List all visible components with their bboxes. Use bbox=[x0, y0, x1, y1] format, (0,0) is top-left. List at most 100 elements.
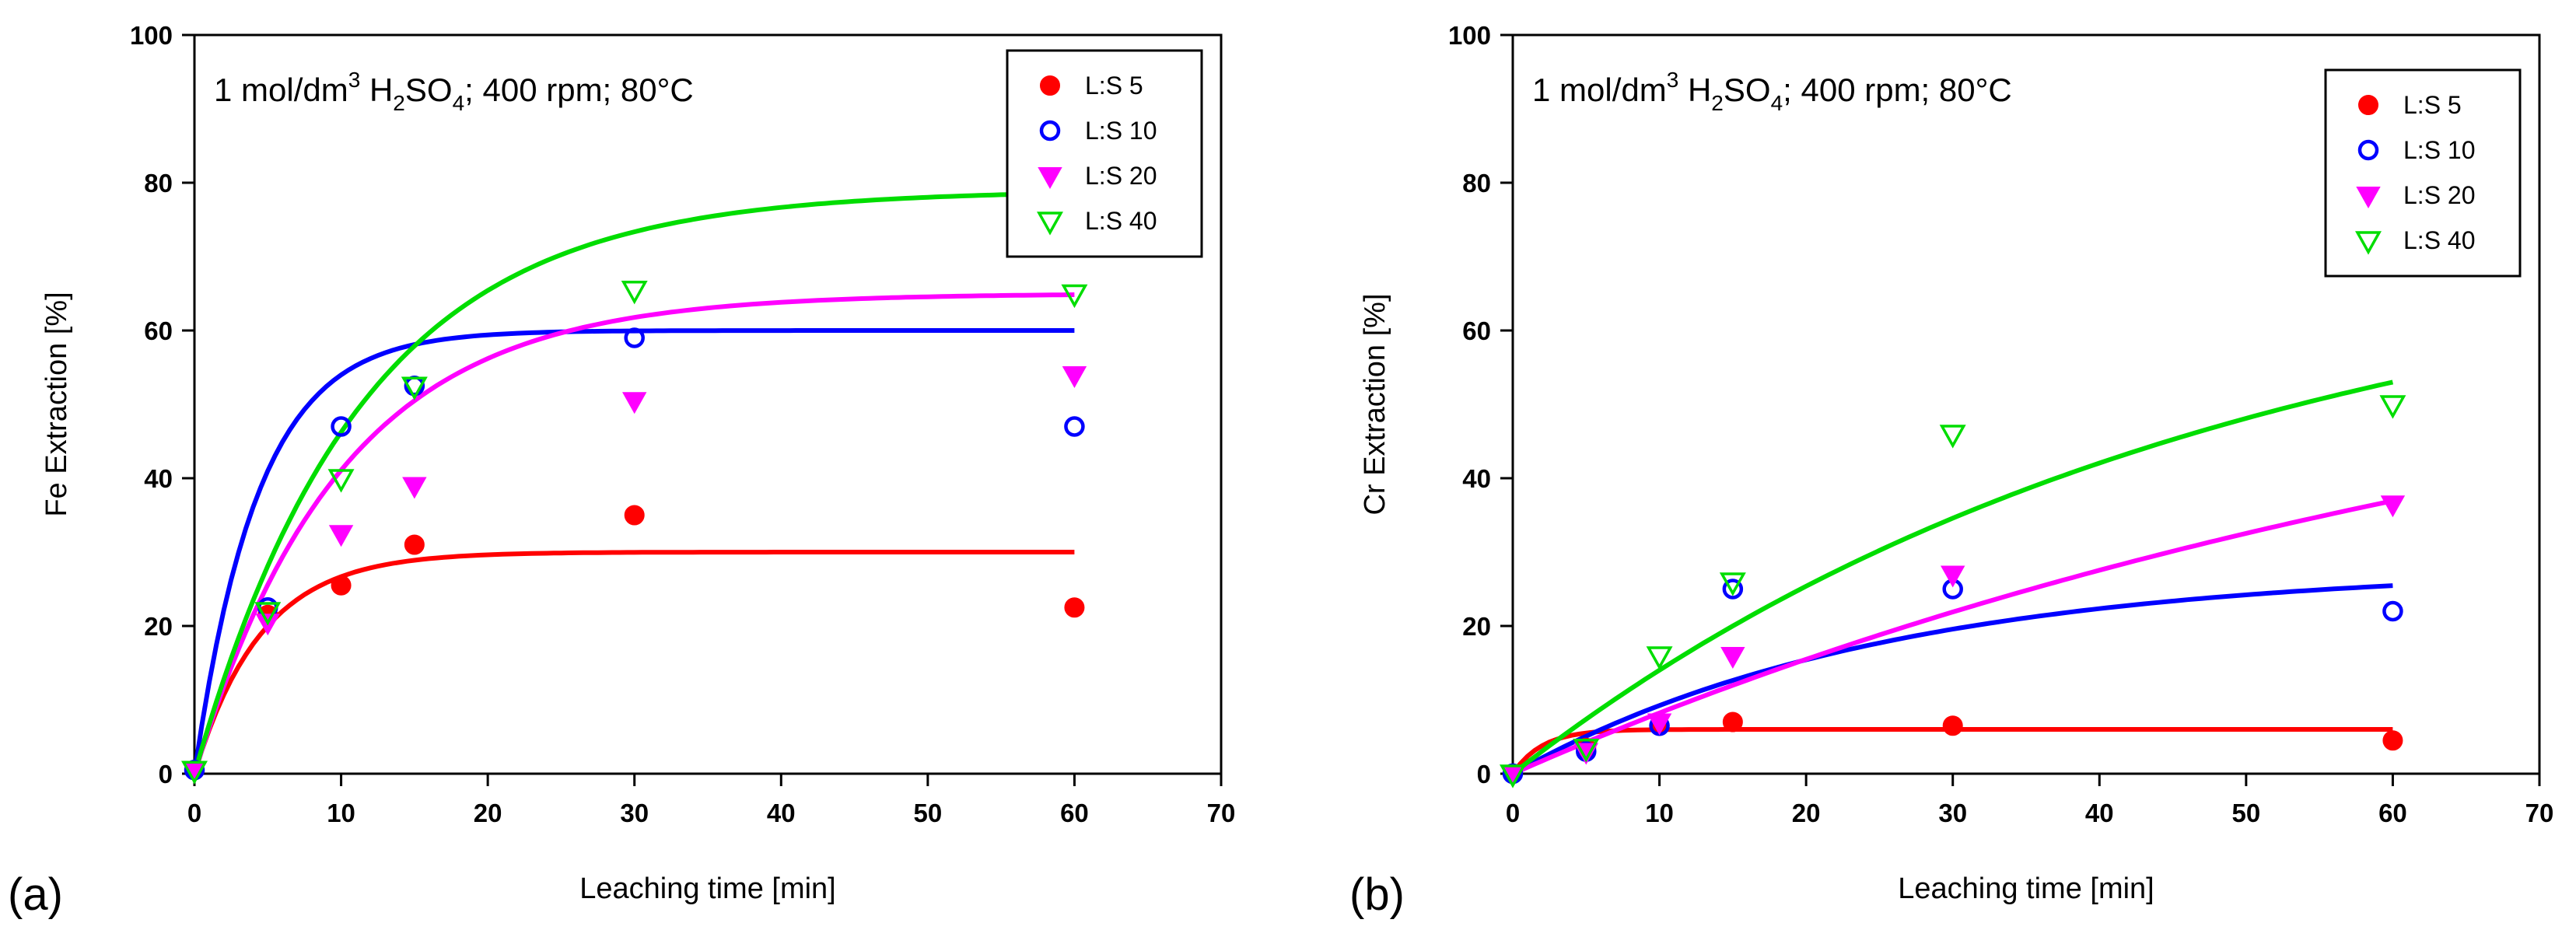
y-tick-label: 0 bbox=[1477, 760, 1491, 788]
legend-marker bbox=[2355, 231, 2382, 255]
fit-curve-l-s-10 bbox=[1511, 583, 2393, 776]
data-point-l-s-20 bbox=[622, 392, 647, 414]
x-tick-label: 40 bbox=[767, 799, 796, 827]
condition-annotation: 1 mol/dm3 H2SO4; 400 rpm; 80°C bbox=[214, 68, 694, 115]
legend: L:S 5 L:S 10 L:S 20 L:S 40 bbox=[2324, 68, 2522, 278]
legend-label: L:S 10 bbox=[1085, 117, 1157, 145]
legend-label: L:S 20 bbox=[1085, 162, 1157, 190]
x-tick-label: 20 bbox=[474, 799, 502, 827]
x-tick-label: 10 bbox=[1645, 799, 1674, 827]
x-tick-label: 10 bbox=[327, 799, 355, 827]
legend-label: L:S 5 bbox=[2403, 91, 2462, 119]
data-point-l-s-5 bbox=[404, 534, 425, 555]
data-point-l-s-20 bbox=[402, 477, 427, 499]
y-tick-label: 100 bbox=[1448, 21, 1491, 50]
x-tick-label: 0 bbox=[187, 799, 201, 827]
x-axis-title: Leaching time [min] bbox=[1898, 872, 2154, 905]
legend-marker bbox=[1039, 120, 1061, 142]
panel-label-b: (b) bbox=[1349, 869, 1405, 920]
data-point-l-s-20 bbox=[1941, 565, 1965, 588]
annotation-suffix: ; 400 rpm; 80°C bbox=[1783, 72, 2012, 108]
data-point-l-s-10 bbox=[331, 416, 352, 437]
x-tick-label: 60 bbox=[1060, 799, 1089, 827]
data-point-l-s-20 bbox=[1062, 366, 1087, 389]
annotation-reagent-h: H bbox=[1678, 72, 1711, 108]
legend-box bbox=[1006, 49, 1203, 258]
x-tick-label: 20 bbox=[1792, 799, 1821, 827]
x-tick-label: 70 bbox=[2525, 799, 2554, 827]
data-point-l-s-5 bbox=[2382, 730, 2403, 751]
fit-curve-l-s-20 bbox=[1511, 498, 2394, 776]
data-point-l-s-5 bbox=[331, 575, 352, 596]
data-point-l-s-20 bbox=[1647, 713, 1672, 736]
data-point-l-s-40 bbox=[1500, 764, 1526, 788]
legend-marker bbox=[2356, 187, 2381, 209]
data-point-l-s-10 bbox=[2382, 600, 2403, 622]
data-point-l-s-20 bbox=[2380, 495, 2406, 518]
y-tick-label: 60 bbox=[144, 316, 173, 345]
legend-label: L:S 10 bbox=[2403, 136, 2476, 164]
annotation-subscript-2: 2 bbox=[393, 91, 405, 115]
data-point-l-s-10 bbox=[1722, 579, 1744, 600]
x-tick-label: 50 bbox=[2231, 799, 2260, 827]
x-tick-label: 40 bbox=[2085, 799, 2114, 827]
annotation-prefix: 1 mol/dm bbox=[1532, 72, 1667, 108]
data-point-l-s-40 bbox=[2379, 395, 2406, 419]
legend-marker bbox=[1040, 75, 1060, 96]
data-point-l-s-40 bbox=[1573, 739, 1600, 763]
annotation-reagent-so: SO bbox=[1724, 72, 1771, 108]
data-point-l-s-20 bbox=[1720, 647, 1745, 670]
fit-curve-l-s-40 bbox=[1511, 379, 2394, 776]
data-point-l-s-40 bbox=[1719, 572, 1746, 596]
legend-marker bbox=[2357, 139, 2379, 161]
x-tick-label: 30 bbox=[1938, 799, 1967, 827]
data-point-l-s-10 bbox=[1064, 416, 1085, 437]
fit-curve-l-s-5 bbox=[1510, 727, 2393, 775]
y-tick-label: 20 bbox=[144, 612, 173, 641]
x-tick-label: 60 bbox=[2378, 799, 2407, 827]
annotation-reagent-h: H bbox=[360, 72, 393, 108]
plot-frame bbox=[1511, 33, 2541, 775]
y-tick-label: 60 bbox=[1462, 316, 1491, 345]
annotation-suffix: ; 400 rpm; 80°C bbox=[464, 72, 694, 108]
fit-curve-l-s-40 bbox=[192, 191, 1075, 774]
annotation-reagent-so: SO bbox=[405, 72, 453, 108]
chart-fe-extraction: 0 10 20 30 40 50 60 70 0 20 40 60 80 100 Leaching time… bbox=[40, 21, 1235, 905]
data-point-l-s-5 bbox=[624, 505, 645, 526]
data-point-l-s-5 bbox=[1722, 711, 1743, 732]
legend: L:S 5 L:S 10 L:S 20 L:S 40 bbox=[1006, 49, 1203, 258]
legend-label: L:S 5 bbox=[1085, 72, 1143, 100]
data-point-l-s-5 bbox=[1064, 597, 1085, 618]
annotation-superscript: 3 bbox=[1667, 68, 1679, 92]
y-tick-label: 40 bbox=[144, 464, 173, 493]
annotation-subscript-4: 4 bbox=[1771, 91, 1783, 115]
data-point-l-s-40 bbox=[401, 376, 428, 400]
legend-label: L:S 20 bbox=[2403, 181, 2476, 209]
legend-marker bbox=[1038, 167, 1062, 190]
y-tick-label: 0 bbox=[159, 760, 173, 788]
data-point-l-s-40 bbox=[327, 469, 355, 493]
legend-marker bbox=[1037, 212, 1063, 236]
data-point-l-s-40 bbox=[1646, 646, 1673, 670]
x-axis-title: Leaching time [min] bbox=[579, 872, 836, 905]
y-tick-label: 40 bbox=[1462, 464, 1491, 493]
data-point-l-s-40 bbox=[621, 281, 648, 305]
data-point-l-s-10 bbox=[624, 327, 645, 348]
y-tick-label: 100 bbox=[130, 21, 173, 50]
legend-label: L:S 40 bbox=[2403, 226, 2476, 254]
y-tick-label: 80 bbox=[1462, 169, 1491, 198]
data-point-l-s-40 bbox=[181, 760, 208, 785]
data-point-l-s-5 bbox=[1942, 715, 1963, 736]
condition-annotation: 1 mol/dm3 H2SO4; 400 rpm; 80°C bbox=[1532, 68, 2012, 115]
annotation-subscript-4: 4 bbox=[453, 91, 465, 115]
y-axis-title: Cr Extraction [%] bbox=[1359, 293, 1391, 515]
x-tick-label: 0 bbox=[1506, 799, 1520, 827]
x-tick-label: 30 bbox=[620, 799, 649, 827]
annotation-prefix: 1 mol/dm bbox=[214, 72, 348, 108]
legend-marker bbox=[2358, 95, 2378, 115]
x-tick-label: 70 bbox=[1207, 799, 1236, 827]
y-axis-title: Fe Extraction [%] bbox=[40, 292, 73, 516]
chart-cr-extraction: 0 10 20 30 40 50 60 70 0 20 40 60 80 100 Leaching time… bbox=[1359, 21, 2553, 905]
legend-label: L:S 40 bbox=[1085, 207, 1157, 235]
